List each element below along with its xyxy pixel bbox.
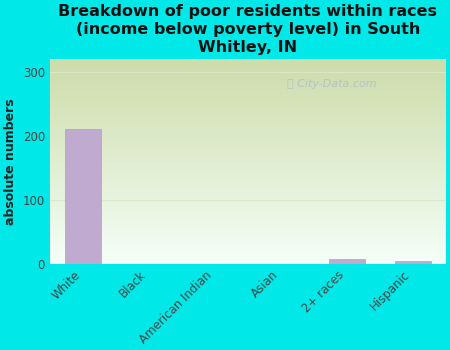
Title: Breakdown of poor residents within races
(income below poverty level) in South
W: Breakdown of poor residents within races… xyxy=(58,4,437,55)
Bar xyxy=(395,261,431,264)
Y-axis label: absolute numbers: absolute numbers xyxy=(4,98,17,225)
Text: ⓘ City-Data.com: ⓘ City-Data.com xyxy=(288,79,377,89)
Bar xyxy=(328,259,365,264)
Bar xyxy=(65,129,101,264)
